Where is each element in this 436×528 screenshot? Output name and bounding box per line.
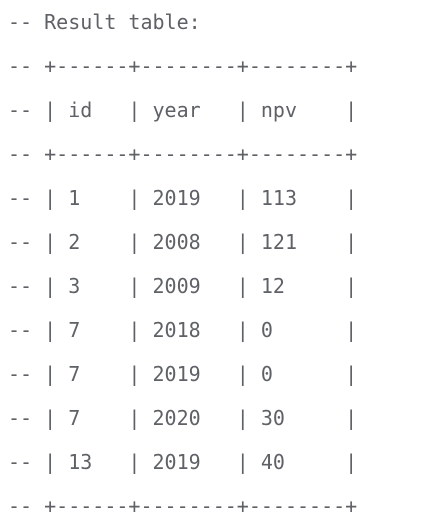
table-row-line: -- | 1 | 2019 | 113 | — [8, 186, 358, 210]
table-header-divider-line: -- +------+--------+--------+ — [8, 142, 358, 166]
table-top-border-line: -- +------+--------+--------+ — [8, 54, 358, 78]
table-row-line: -- | 7 | 2020 | 30 | — [8, 406, 358, 430]
table-row-line: -- | 2 | 2008 | 121 | — [8, 230, 358, 254]
table-row-line: -- | 7 | 2019 | 0 | — [8, 362, 358, 386]
table-row-line: -- | 13 | 2019 | 40 | — [8, 450, 358, 474]
table-bottom-border-line: -- +------+--------+--------+ — [8, 494, 358, 518]
table-row-line: -- | 3 | 2009 | 12 | — [8, 274, 358, 298]
result-table-heading-line: -- Result table: — [8, 10, 201, 34]
sql-comment-result-table: -- Result table: -- +------+--------+----… — [8, 10, 358, 518]
table-header-row-line: -- | id | year | npv | — [8, 98, 358, 122]
table-row-line: -- | 7 | 2018 | 0 | — [8, 318, 358, 342]
